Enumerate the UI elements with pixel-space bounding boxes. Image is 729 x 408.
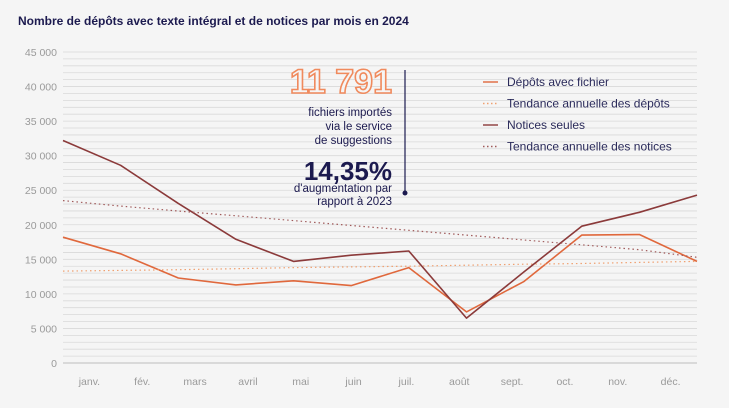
x-tick-label: déc. (661, 376, 681, 388)
series-lines (62, 139, 698, 319)
x-tick-label: mai (292, 376, 309, 388)
y-tick-label: 35 000 (25, 116, 57, 128)
increase-percent: 14,35% (304, 156, 392, 186)
y-tick-label: 0 (51, 358, 57, 370)
x-tick-label: mars (183, 376, 206, 388)
x-tick-label: juil. (398, 376, 415, 388)
x-tick-label: fév. (134, 376, 150, 388)
stat-callout: 11 791 fichiers importés via le service … (289, 62, 408, 208)
x-tick-label: janv. (78, 376, 100, 388)
increase-text-line-1: d'augmentation par (294, 183, 392, 195)
x-tick-label: avril (238, 376, 257, 388)
series-line (62, 233, 698, 313)
files-text-line-1: fichiers importés (308, 107, 392, 119)
y-axis-ticks: 0 5 000 10 000 15 000 20 000 25 000 30 000 35 0… (25, 47, 57, 370)
y-tick-label: 20 000 (25, 220, 57, 232)
files-count: 11 791 (290, 63, 392, 101)
x-tick-label: oct. (556, 376, 573, 388)
y-tick-label: 40 000 (25, 82, 57, 94)
y-tick-label: 45 000 (25, 47, 57, 59)
x-tick-label: juin (344, 376, 362, 388)
legend-label: Dépôts avec fichier (507, 75, 609, 89)
y-tick-label: 15 000 (25, 254, 57, 266)
increase-text-line-2: rapport à 2023 (317, 196, 392, 208)
chart-title: Nombre de dépôts avec texte intégral et … (18, 14, 409, 28)
y-tick-label: 30 000 (25, 151, 57, 163)
legend-label: Tendance annuelle des dépôts (507, 97, 670, 111)
legend: Dépôts avec fichier Tendance annuelle des… (483, 75, 672, 154)
x-axis-ticks: janv. fév. mars avril mai juin juil. août sept. o… (78, 376, 681, 388)
x-tick-label: août (449, 376, 470, 388)
x-tick-label: nov. (608, 376, 627, 388)
files-text-line-2: via le service (326, 121, 392, 133)
series-line (62, 139, 698, 319)
files-text-line-3: de suggestions (315, 135, 393, 147)
series-line (62, 200, 698, 258)
legend-label: Tendance annuelle des notices (507, 140, 672, 154)
x-tick-label: sept. (501, 376, 524, 388)
y-tick-label: 5 000 (31, 323, 57, 335)
y-tick-label: 25 000 (25, 185, 57, 197)
callout-dot (402, 190, 408, 196)
y-tick-label: 10 000 (25, 289, 57, 301)
legend-label: Notices seules (507, 118, 585, 132)
